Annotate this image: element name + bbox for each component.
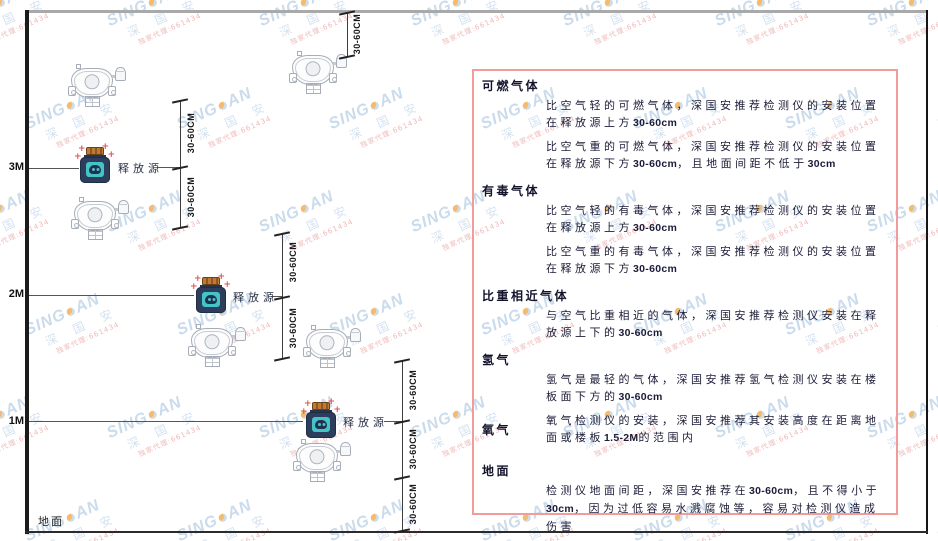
dimension-label: 30-60CM bbox=[408, 483, 418, 525]
release-source-icon: + + + + bbox=[74, 143, 115, 185]
release-source-icon: + + + + bbox=[190, 273, 231, 315]
dimension-label: 30-60CM bbox=[186, 112, 196, 154]
section-paragraph: 比空气重的有毒气体，深国安推荐检测仪的安装位置在释放源下方30-60cm bbox=[546, 245, 880, 275]
section-title: 有毒气体 bbox=[482, 184, 541, 198]
level-line-3m bbox=[29, 168, 79, 169]
release-source-icon: + + + + bbox=[300, 398, 341, 440]
dimension-label: 30-60CM bbox=[186, 176, 196, 218]
dimension-label: 30-60CM bbox=[408, 428, 418, 470]
section-title: 地面 bbox=[482, 464, 512, 478]
ground-line bbox=[25, 531, 928, 533]
section-toxic: 有毒气体 比空气轻的有毒气体，深国安推荐检测仪的安装位置在释放源上方30-60c… bbox=[482, 182, 886, 278]
section-combustible: 可燃气体 比空气轻的可燃气体，深国安推荐检测仪的安装位置在释放源上方30-60c… bbox=[482, 77, 886, 173]
dimension-label: 30-60CM bbox=[408, 369, 418, 411]
dimension-line bbox=[402, 360, 403, 532]
dimension-label: 30-60CM bbox=[288, 241, 298, 283]
release-source-label: 释放源 bbox=[118, 162, 163, 175]
connector-3m bbox=[158, 167, 180, 168]
dimension-line bbox=[180, 100, 181, 228]
section-paragraph: 比空气轻的有毒气体，深国安推荐检测仪的安装位置在释放源上方30-60cm bbox=[546, 204, 880, 234]
section-paragraph: 比空气轻的可燃气体，深国安推荐检测仪的安装位置在释放源上方30-60cm bbox=[546, 99, 880, 129]
ceiling-line bbox=[25, 10, 928, 13]
section-ground: 地面 检测仪地面间距，深国安推荐在30-60cm，且不得小于30cm，因为过低容… bbox=[482, 462, 886, 535]
left-wall-line bbox=[25, 10, 29, 534]
gas-detector-icon bbox=[68, 61, 126, 107]
section-oxygen: 氧气 氧气检测仪的安装，深国安推荐其安装高度在距离地面或楼板1.5-2M的范围内 bbox=[482, 412, 886, 453]
height-label-3m: 3M bbox=[8, 161, 24, 173]
release-source-label: 释放源 bbox=[233, 291, 278, 304]
height-label-2m: 2M bbox=[8, 288, 24, 300]
release-source-label: 释放源 bbox=[343, 416, 388, 429]
gas-detector-icon bbox=[289, 48, 347, 94]
section-title: 氧气 bbox=[482, 423, 512, 437]
dimension-label: 30-60CM bbox=[288, 307, 298, 349]
right-wall-line bbox=[926, 10, 928, 534]
guideline-panel: 可燃气体 比空气轻的可燃气体，深国安推荐检测仪的安装位置在释放源上方30-60c… bbox=[472, 69, 898, 533]
dimension-label: 30-60CM bbox=[352, 13, 362, 55]
section-title: 氢气 bbox=[482, 353, 512, 367]
gas-detector-icon bbox=[188, 321, 246, 367]
section-title: 可燃气体 bbox=[482, 79, 541, 93]
section-paragraph: 与空气比重相近的气体，深国安推荐检测仪安装在释放源上下的30-60cm bbox=[546, 309, 880, 339]
section-paragraph: 氢气是最轻的气体，深国安推荐氢气检测仪安装在楼板面下方的30-60cm bbox=[546, 373, 880, 403]
ground-label: 地面 bbox=[38, 515, 64, 528]
section-paragraph: 检测仪地面间距，深国安推荐在30-60cm，且不得小于30cm，因为过低容易水溅… bbox=[546, 484, 881, 533]
section-hydrogen: 氢气 氢气是最轻的气体，深国安推荐氢气检测仪安装在楼板面下方的30-60cm bbox=[482, 351, 886, 406]
section-paragraph: 氧气检测仪的安装，深国安推荐其安装高度在距离地面或楼板1.5-2M的范围内 bbox=[546, 414, 880, 444]
dimension-line bbox=[347, 12, 348, 57]
connector-1m bbox=[384, 421, 402, 422]
section-title: 比重相近气体 bbox=[482, 289, 570, 303]
section-similar-density: 比重相近气体 与空气比重相近的气体，深国安推荐检测仪安装在释放源上下的30-60… bbox=[482, 287, 886, 342]
connector-2m bbox=[271, 296, 282, 297]
height-label-1m: 1M bbox=[8, 415, 24, 427]
gas-detector-icon bbox=[303, 322, 361, 368]
gas-detector-icon bbox=[71, 194, 129, 240]
section-paragraph: 比空气重的可燃气体，深国安推荐检测仪的安装位置在释放源下方30-60cm，且地面… bbox=[546, 140, 880, 170]
level-line-2m bbox=[29, 295, 194, 296]
level-line-1m bbox=[29, 421, 303, 422]
gas-detector-icon bbox=[293, 436, 351, 482]
